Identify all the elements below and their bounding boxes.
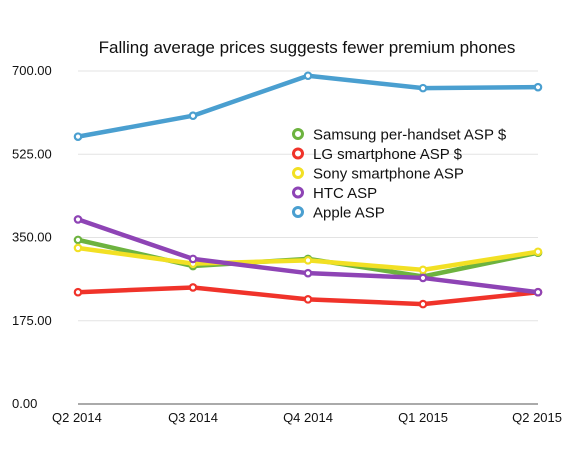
data-point: [303, 268, 313, 278]
data-point: [73, 243, 83, 253]
gridlines: [78, 70, 538, 405]
x-tick-label: Q2 2015: [512, 410, 562, 425]
series-lines: [73, 71, 543, 309]
data-point: [418, 299, 428, 309]
data-point: [188, 111, 198, 121]
y-tick-label: 175.00: [12, 313, 52, 328]
legend-marker: [292, 147, 304, 160]
data-point: [418, 265, 428, 275]
x-tick-label: Q1 2015: [398, 410, 448, 425]
legend-label: LG smartphone ASP $: [313, 146, 463, 163]
data-point: [418, 83, 428, 93]
legend: Samsung per-handset ASP $ LG smartphone A…: [292, 127, 507, 222]
data-point: [533, 287, 543, 297]
y-axis-ticks: 0.00 175.00 350.00 525.00 700.00: [12, 63, 52, 411]
x-axis-ticks: Q2 2014 Q3 2014 Q4 2014 Q1 2015 Q2 2015: [52, 410, 562, 425]
legend-label: Sony smartphone ASP: [313, 166, 464, 183]
data-point: [73, 215, 83, 224]
data-point: [188, 254, 198, 264]
x-tick-label: Q2 2014: [52, 410, 102, 425]
data-point: [533, 247, 543, 257]
legend-marker: [292, 128, 304, 140]
legend-marker: [292, 167, 304, 179]
legend-label: Apple ASP: [313, 205, 385, 222]
legend-marker: [292, 186, 304, 199]
legend-label: Samsung per-handset ASP $: [313, 127, 507, 144]
data-point: [73, 132, 83, 141]
data-point: [73, 235, 83, 245]
data-point: [188, 283, 198, 292]
data-point: [533, 82, 543, 92]
y-tick-label: 700.00: [12, 63, 52, 78]
y-tick-label: 0.00: [12, 396, 37, 411]
data-point: [303, 71, 313, 81]
y-tick-label: 350.00: [12, 230, 52, 245]
data-point: [303, 256, 313, 265]
data-point: [303, 295, 313, 304]
data-point: [418, 273, 428, 283]
x-tick-label: Q4 2014: [283, 410, 333, 425]
y-tick-label: 525.00: [12, 146, 52, 161]
data-point: [73, 287, 83, 297]
x-tick-label: Q3 2014: [168, 410, 218, 425]
legend-marker: [292, 206, 304, 218]
chart-title: Falling average prices suggests fewer pr…: [99, 38, 516, 57]
legend-label: HTC ASP: [313, 185, 377, 202]
